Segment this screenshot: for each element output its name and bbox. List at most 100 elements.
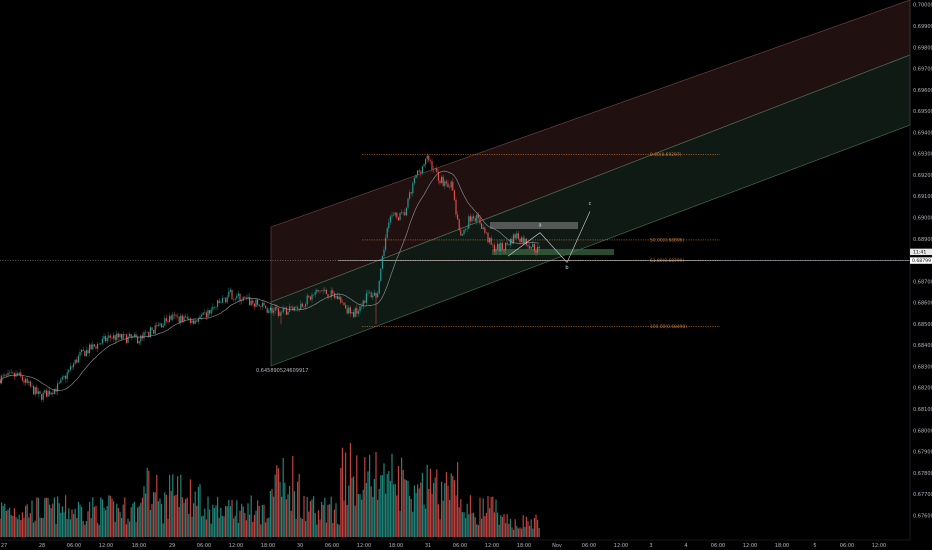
wave-path[interactable] — [507, 211, 591, 264]
candle-body — [258, 304, 260, 307]
volume-bar — [175, 494, 177, 537]
volume-bar — [29, 513, 31, 537]
volume-bar — [522, 515, 524, 537]
candle-body — [458, 219, 460, 231]
countdown-label: 11:41 — [913, 249, 926, 255]
candle-body — [404, 212, 406, 216]
volume-bar — [17, 519, 19, 537]
price-axis[interactable]: 0.70000 0.69900 0.69800 0.69700 0.69600 0.695… — [909, 0, 932, 540]
candle-body — [44, 390, 46, 393]
candle-body — [154, 325, 156, 334]
candle-body — [69, 366, 71, 370]
volume-bar — [183, 502, 185, 537]
candle-body — [359, 306, 361, 312]
volume-bar — [290, 510, 292, 537]
candle-body — [410, 192, 412, 194]
candle-body — [17, 373, 19, 375]
candle-body — [277, 308, 279, 316]
candle-body — [383, 249, 385, 257]
volume-bar — [471, 513, 473, 537]
candle-body — [356, 308, 358, 314]
candle-body — [297, 307, 299, 309]
volume-bar — [503, 514, 505, 537]
candle-body — [391, 215, 393, 217]
candle-body — [50, 392, 52, 395]
wave-projection[interactable]: a b c — [507, 201, 592, 271]
volume-bar — [82, 520, 84, 537]
volume-bar — [271, 488, 273, 537]
volume-bar — [364, 457, 366, 537]
volume-bar — [61, 506, 63, 537]
candle-body — [250, 300, 252, 306]
volume-bar — [332, 522, 334, 537]
candle-body — [61, 376, 63, 380]
candle-body — [538, 246, 540, 249]
candle-body — [164, 318, 166, 326]
candle-body — [290, 306, 292, 308]
volume-bar — [199, 484, 201, 537]
candle-body — [95, 346, 97, 349]
candle-body — [426, 155, 428, 160]
volume-bar — [95, 505, 97, 537]
candle-body — [324, 289, 326, 291]
candle-body — [460, 230, 462, 236]
volume-bar — [113, 501, 115, 537]
candle-body — [74, 359, 76, 364]
candle-body — [210, 309, 212, 314]
volume-bar — [226, 506, 228, 537]
volume-bar — [279, 481, 281, 537]
zone-green[interactable] — [492, 249, 614, 255]
parallel-channel[interactable]: 0.645890524609917 — [256, 0, 911, 374]
candle-body — [477, 214, 479, 218]
candle-body — [261, 302, 263, 307]
volume-bar — [394, 483, 396, 537]
volume-bar — [365, 483, 367, 537]
volume-bar — [343, 500, 345, 537]
candle-body — [517, 233, 519, 239]
candle-body — [317, 289, 319, 291]
candle-body — [29, 381, 31, 387]
price-tick-label: 0.69700 — [913, 67, 932, 73]
countdown-tag — [910, 248, 932, 256]
time-tick-label: 27 — [1, 543, 7, 549]
candle-body — [237, 293, 239, 296]
candle-body — [305, 304, 307, 307]
volume-bar — [125, 524, 127, 537]
volume-bar — [292, 456, 294, 537]
volume-bar — [156, 474, 158, 537]
volume-bar — [73, 514, 75, 537]
volume-bar — [525, 516, 527, 537]
volume-bar — [74, 508, 76, 537]
volume-bar — [297, 481, 299, 537]
candle-body — [500, 242, 502, 252]
candle-body — [191, 320, 193, 323]
time-axis[interactable]: 27 28 06:00 12:00 18:00 29 06:00 12:00 18:00 30 06… — [0, 539, 910, 549]
candle-body — [77, 355, 79, 363]
volume-bar — [77, 501, 79, 537]
volume-bar — [295, 518, 297, 537]
time-tick-label: Nov — [552, 543, 562, 549]
volume-bar — [477, 524, 479, 537]
candle-body — [401, 212, 403, 214]
candle-body — [4, 374, 6, 376]
price-tick-label: 0.67600 — [913, 513, 932, 519]
volume-bar — [308, 511, 310, 537]
volume-bar — [250, 495, 252, 537]
candle-body — [388, 222, 390, 229]
volume-bar — [197, 486, 199, 537]
candle-body — [505, 242, 507, 251]
candle-body — [354, 308, 356, 318]
volume-bar — [49, 504, 51, 537]
volume-bar — [138, 506, 140, 537]
zone-grey[interactable] — [490, 222, 578, 229]
volume-bar — [173, 495, 175, 537]
volume-bar — [117, 508, 119, 537]
volume-bar — [485, 512, 487, 537]
volume-bar — [15, 516, 17, 537]
candle-body — [429, 160, 431, 162]
volume-bar — [325, 522, 327, 537]
candle-body — [316, 289, 318, 293]
volume-bar — [109, 495, 111, 537]
